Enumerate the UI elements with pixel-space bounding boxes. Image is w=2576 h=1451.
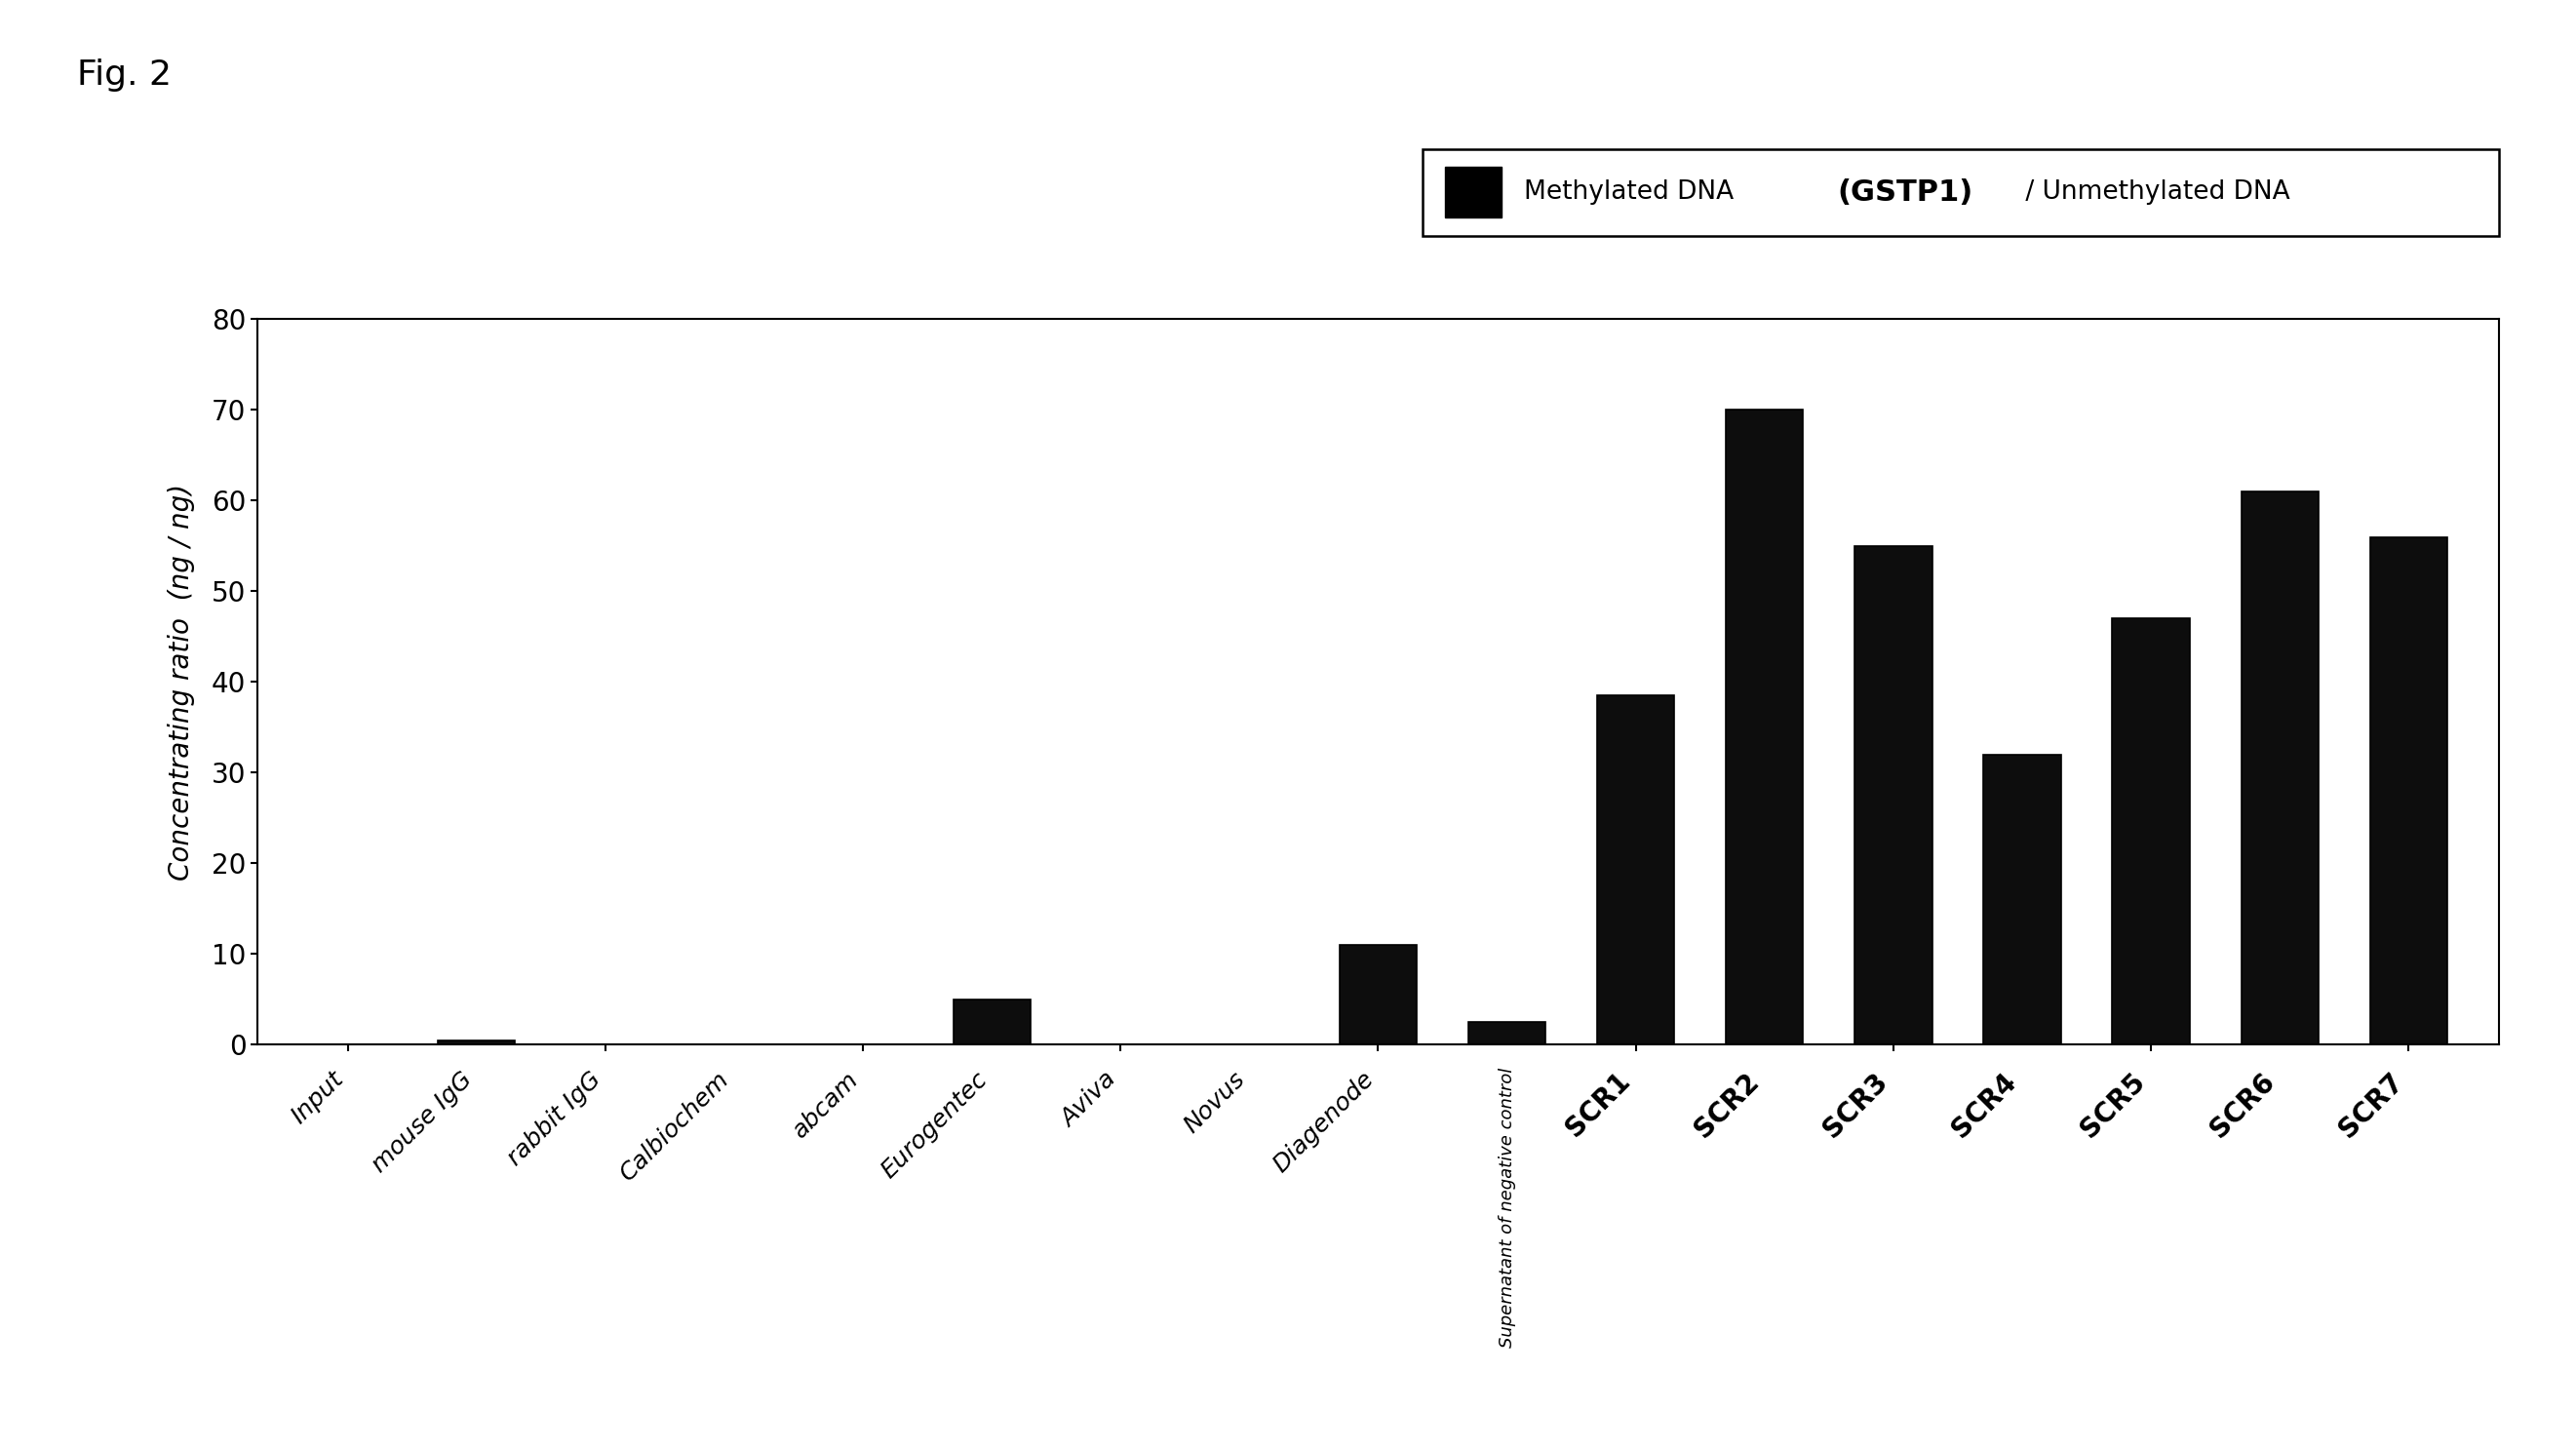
Bar [2241, 492, 2318, 1045]
Y-axis label: Concentrating ratio  (ng / ng): Concentrating ratio (ng / ng) [167, 483, 196, 881]
Bar [2370, 537, 2447, 1045]
Text: / Unmethylated DNA: / Unmethylated DNA [2017, 180, 2290, 205]
Text: Eurogentec: Eurogentec [876, 1068, 992, 1183]
Bar [1468, 1022, 1546, 1045]
Bar [2112, 618, 2190, 1045]
Bar [1597, 695, 1674, 1045]
Text: Novus: Novus [1180, 1068, 1249, 1138]
Bar [1855, 546, 1932, 1045]
Text: Methylated DNA: Methylated DNA [1525, 180, 1734, 205]
Text: Fig. 2: Fig. 2 [77, 58, 173, 91]
Text: Aviva: Aviva [1056, 1068, 1121, 1132]
Bar [1984, 755, 2061, 1045]
Text: SCR3: SCR3 [1819, 1068, 1893, 1142]
Bar [953, 1000, 1030, 1045]
Text: SCR1: SCR1 [1561, 1068, 1636, 1142]
Bar [1726, 409, 1803, 1045]
Text: (GSTP1): (GSTP1) [1837, 178, 1973, 206]
Text: abcam: abcam [788, 1068, 863, 1142]
Text: Calbiochem: Calbiochem [616, 1068, 734, 1185]
Text: SCR5: SCR5 [2076, 1068, 2151, 1143]
Bar [438, 1040, 515, 1045]
Text: SCR4: SCR4 [1947, 1068, 2022, 1142]
Text: SCR6: SCR6 [2205, 1068, 2280, 1142]
Text: mouse IgG: mouse IgG [368, 1068, 477, 1177]
Text: Diagenode: Diagenode [1267, 1068, 1378, 1177]
Bar [1340, 945, 1417, 1045]
FancyBboxPatch shape [1422, 148, 2499, 235]
Text: Supernatant of negative control: Supernatant of negative control [1499, 1068, 1515, 1348]
FancyBboxPatch shape [1445, 167, 1502, 218]
Text: Input: Input [286, 1068, 348, 1129]
Text: rabbit IgG: rabbit IgG [502, 1068, 605, 1170]
Text: SCR2: SCR2 [1690, 1068, 1765, 1142]
Text: SCR7: SCR7 [2334, 1068, 2409, 1142]
